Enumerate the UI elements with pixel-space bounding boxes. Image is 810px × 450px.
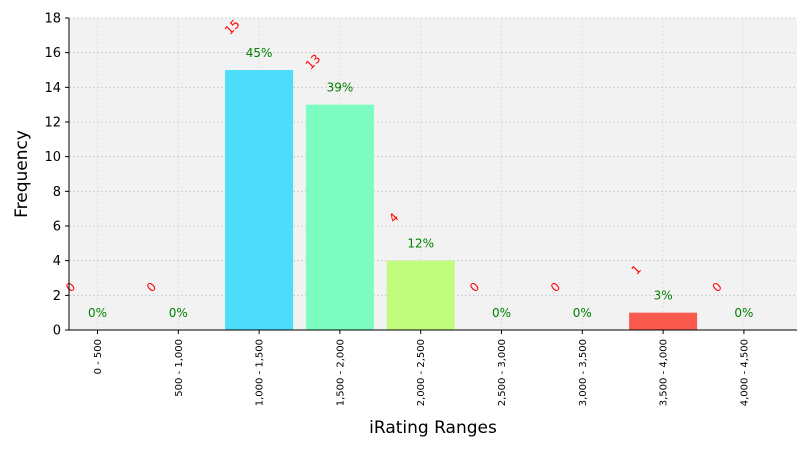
x-tick-label: 500 - 1,000: [174, 339, 185, 397]
y-tick-label: 10: [44, 150, 61, 165]
percent-label: 39%: [327, 81, 354, 95]
x-tick-label: 1,000 - 1,500: [255, 339, 266, 406]
y-tick-label: 18: [44, 12, 61, 27]
bar: [386, 260, 455, 330]
x-tick-label: 0 - 500: [93, 339, 104, 374]
axes: [68, 18, 797, 331]
percent-label: 0%: [492, 306, 511, 320]
percent-label: 0%: [169, 306, 188, 320]
bars: [225, 70, 698, 331]
percent-label: 0%: [88, 306, 107, 320]
y-tick-label: 6: [53, 220, 61, 235]
x-ticks: 0 - 500 500 - 1,000 1,000 - 1,500 1,500 - 2…: [93, 330, 750, 406]
bar: [225, 70, 294, 330]
y-tick-label: 0: [53, 324, 61, 339]
x-tick-label: 1,500 - 2,000: [335, 339, 346, 406]
y-tick-label: 14: [44, 81, 61, 96]
y-ticks: 0 2 4 6 8 10 12 14 16 18: [44, 12, 69, 339]
y-tick-label: 2: [53, 289, 61, 304]
x-tick-label: 2,000 - 2,500: [416, 339, 427, 406]
percent-label: 12%: [407, 237, 434, 251]
percent-label: 0%: [573, 306, 592, 320]
percent-label: 3%: [654, 289, 673, 303]
x-axis-title: iRating Ranges: [369, 418, 497, 438]
percent-label: 0%: [734, 306, 753, 320]
y-tick-label: 4: [53, 254, 61, 269]
y-axis-title: Frequency: [12, 130, 32, 218]
x-tick-label: 3,000 - 3,500: [578, 339, 589, 406]
bar: [305, 104, 374, 331]
y-tick-label: 16: [44, 46, 61, 61]
percent-label: 45%: [246, 46, 273, 60]
y-tick-label: 12: [44, 116, 61, 131]
x-tick-label: 4,000 - 4,500: [739, 339, 750, 406]
x-tick-label: 3,500 - 4,000: [659, 339, 670, 406]
x-tick-label: 2,500 - 3,000: [497, 339, 508, 406]
y-tick-label: 8: [53, 185, 61, 200]
bar: [629, 312, 698, 330]
